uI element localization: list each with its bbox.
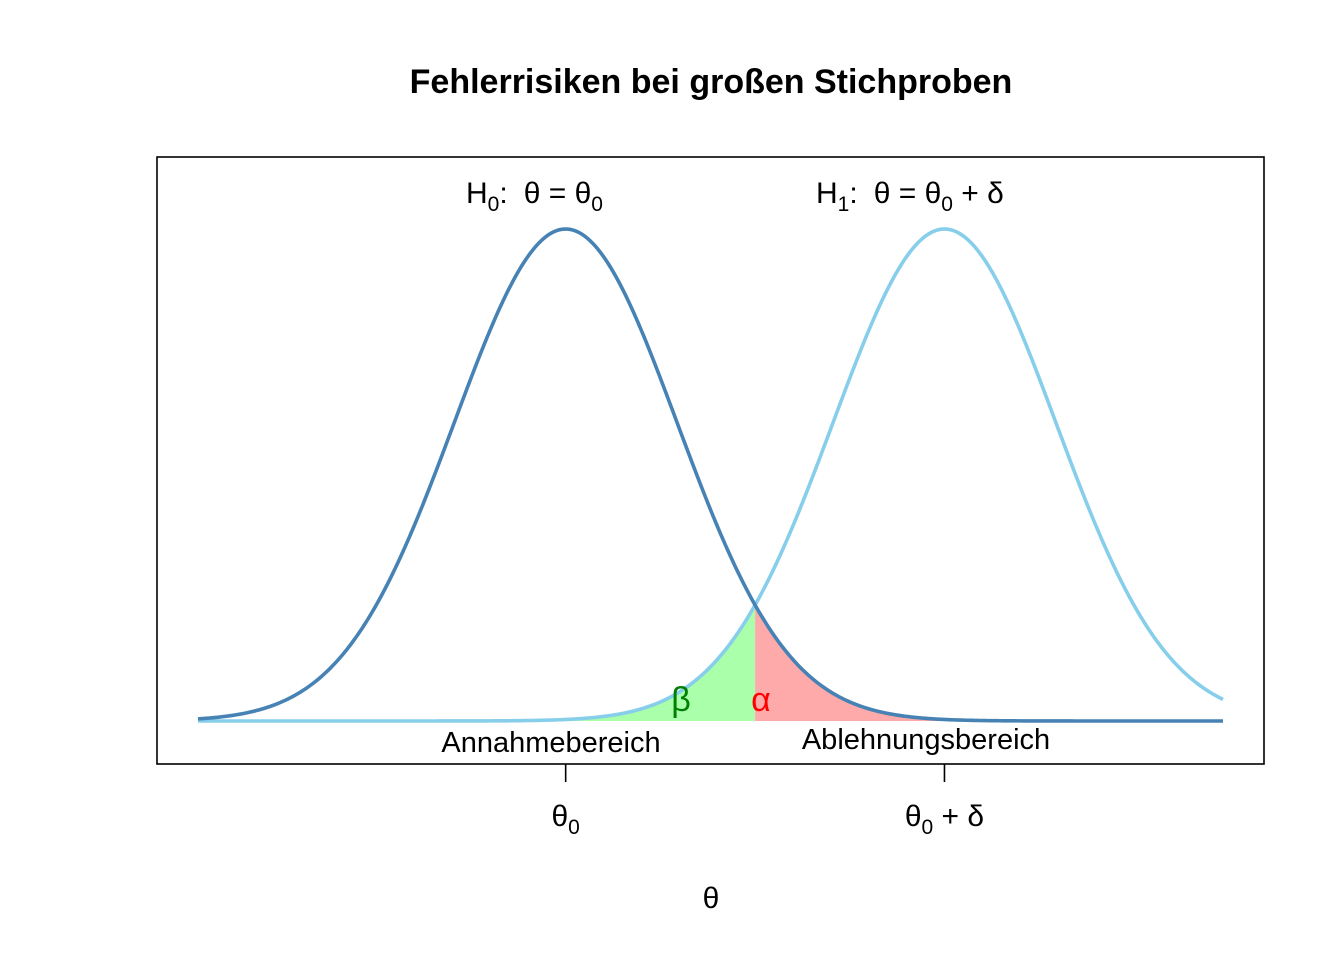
x-axis-label: θ [703, 882, 720, 915]
chart-title: Fehlerrisiken bei großen Stichproben [410, 63, 1013, 101]
x-tick-label: θ0 [551, 800, 579, 839]
reject-region-label: Ablehnungsbereich [802, 724, 1050, 756]
beta-area [198, 605, 756, 721]
accept-region-label: Annahmebereich [441, 727, 660, 759]
h0-label: H0: θ = θ0 [466, 177, 603, 216]
x-axis: θ0 θ0 + δ [551, 764, 984, 839]
h1-label: H1: θ = θ0 + δ [816, 177, 1004, 216]
alpha-label: α [751, 681, 771, 719]
plot-frame [156, 156, 1265, 765]
beta-label: β [671, 681, 691, 719]
h1-density-curve [198, 227, 1224, 723]
h0-density-curve [197, 227, 1223, 723]
x-tick-label: θ0 + δ [905, 800, 984, 839]
alpha-area [755, 605, 1223, 721]
plot-area [197, 227, 1224, 723]
